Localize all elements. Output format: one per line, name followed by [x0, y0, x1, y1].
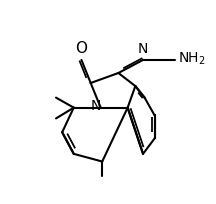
Text: NH$_2$: NH$_2$	[178, 50, 206, 67]
Text: N: N	[138, 42, 148, 56]
Text: O: O	[75, 41, 87, 56]
Text: N: N	[91, 99, 101, 113]
